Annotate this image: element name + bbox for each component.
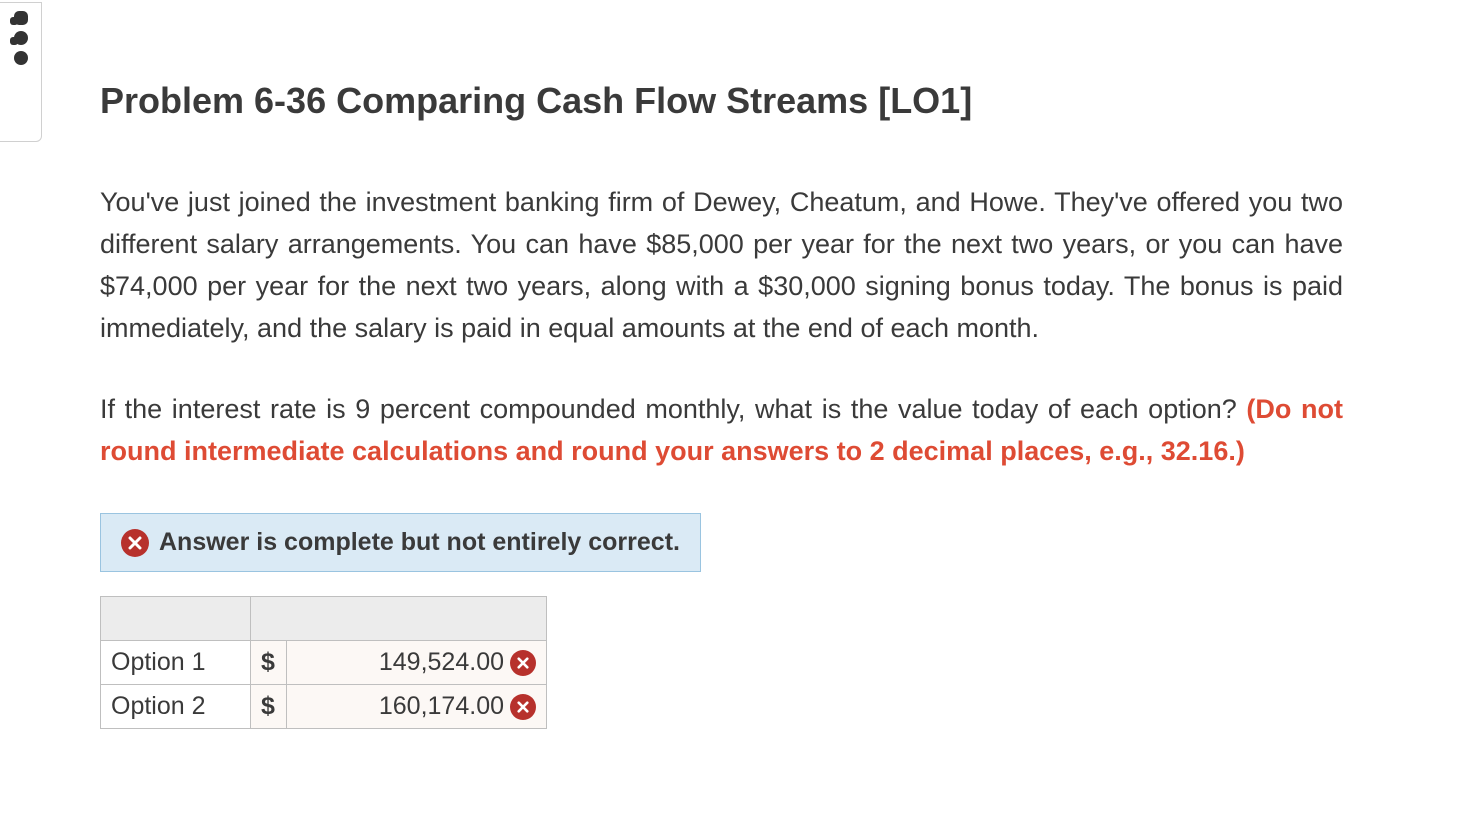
option-label: Option 1 bbox=[101, 641, 251, 685]
problem-paragraph-1: You've just joined the investment bankin… bbox=[100, 182, 1343, 349]
answer-value: 149,524.00 bbox=[354, 648, 504, 677]
answer-value-cell[interactable]: 149,524.00 bbox=[287, 641, 547, 685]
side-tab[interactable] bbox=[0, 2, 42, 142]
answer-table-header-blank-2 bbox=[251, 597, 547, 641]
incorrect-icon bbox=[121, 529, 149, 557]
table-row: Option 1 $ 149,524.00 bbox=[101, 641, 547, 685]
incorrect-icon bbox=[510, 694, 536, 720]
table-row: Option 2 $ 160,174.00 bbox=[101, 685, 547, 729]
problem-question-lead: If the interest rate is 9 percent compou… bbox=[100, 394, 1246, 424]
tab-handle-icon bbox=[10, 7, 32, 67]
option-label: Option 2 bbox=[101, 685, 251, 729]
answer-table: Option 1 $ 149,524.00 Option 2 $ bbox=[100, 596, 547, 729]
problem-content: Problem 6-36 Comparing Cash Flow Streams… bbox=[100, 0, 1343, 729]
feedback-banner: Answer is complete but not entirely corr… bbox=[100, 513, 701, 572]
answer-value: 160,174.00 bbox=[354, 692, 504, 721]
problem-title: Problem 6-36 Comparing Cash Flow Streams… bbox=[100, 80, 1343, 122]
feedback-banner-text: Answer is complete but not entirely corr… bbox=[159, 528, 680, 557]
currency-symbol: $ bbox=[251, 685, 287, 729]
currency-symbol: $ bbox=[251, 641, 287, 685]
answer-table-header-blank-1 bbox=[101, 597, 251, 641]
incorrect-icon bbox=[510, 650, 536, 676]
problem-paragraph-2: If the interest rate is 9 percent compou… bbox=[100, 389, 1343, 473]
answer-value-cell[interactable]: 160,174.00 bbox=[287, 685, 547, 729]
